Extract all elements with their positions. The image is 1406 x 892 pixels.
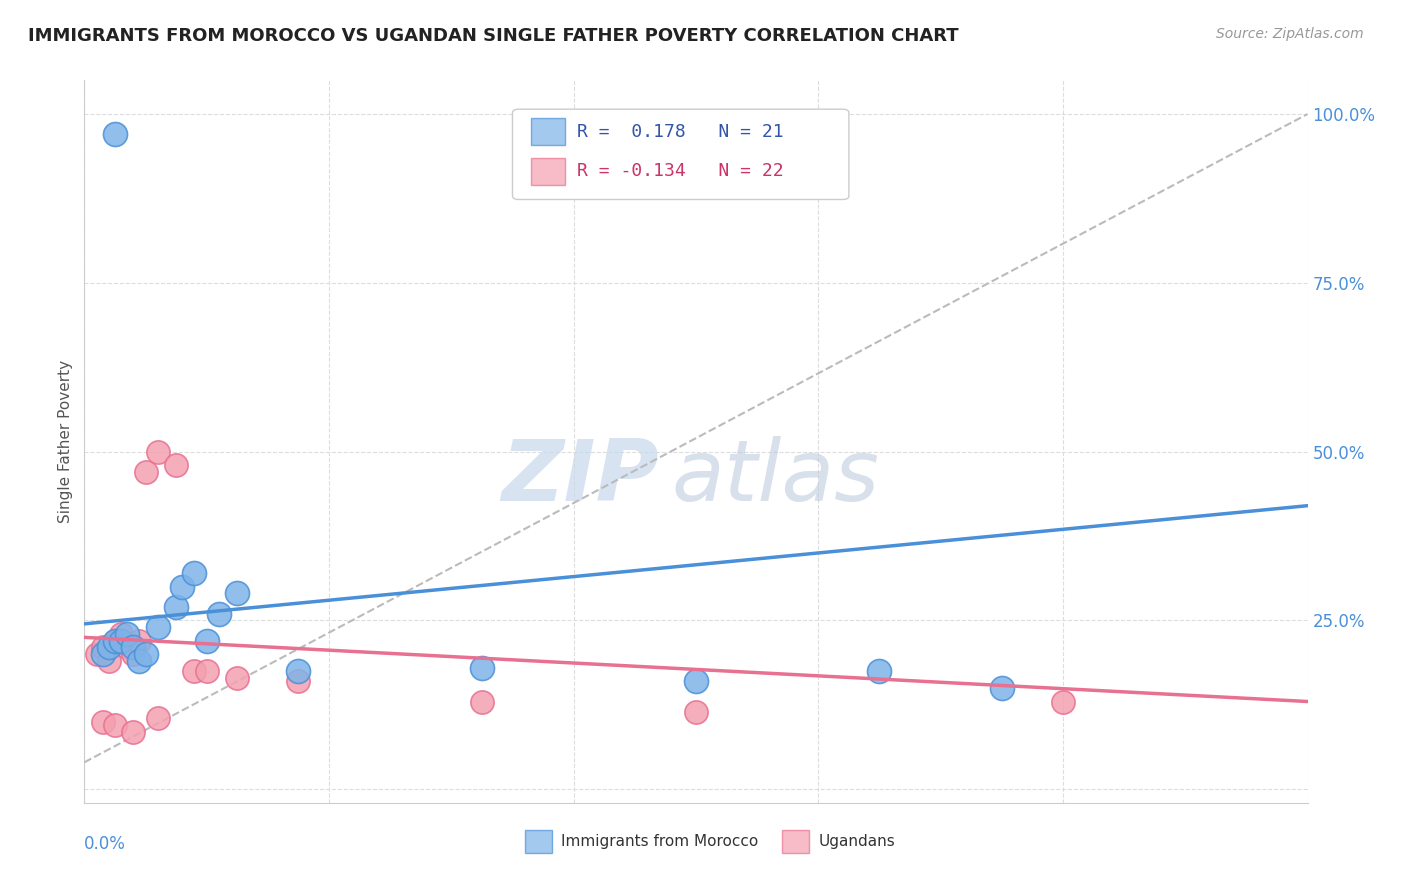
Point — [226, 586, 249, 600]
Text: atlas: atlas — [672, 436, 880, 519]
Text: IMMIGRANTS FROM MOROCCO VS UGANDAN SINGLE FATHER POVERTY CORRELATION CHART: IMMIGRANTS FROM MOROCCO VS UGANDAN SINGL… — [28, 27, 959, 45]
Point — [122, 640, 145, 655]
Point — [110, 633, 132, 648]
Text: R = -0.134   N = 22: R = -0.134 N = 22 — [578, 162, 785, 180]
Bar — [782, 830, 808, 854]
Point — [91, 647, 114, 661]
Point — [104, 128, 127, 142]
Point — [104, 718, 127, 732]
Point — [115, 640, 138, 655]
Point — [97, 640, 120, 655]
Point — [991, 681, 1014, 695]
Point — [135, 647, 157, 661]
Point — [195, 633, 218, 648]
Bar — [531, 118, 565, 145]
Text: 0.0%: 0.0% — [84, 835, 127, 854]
Point — [869, 664, 891, 678]
Point — [110, 627, 132, 641]
Point — [146, 620, 169, 634]
Point — [122, 647, 145, 661]
Point — [685, 674, 707, 689]
Point — [128, 654, 150, 668]
Point — [685, 705, 707, 719]
Point — [183, 566, 205, 581]
Point — [135, 465, 157, 479]
Text: R =  0.178   N = 21: R = 0.178 N = 21 — [578, 122, 785, 141]
Point — [146, 444, 169, 458]
Point — [91, 714, 114, 729]
Bar — [524, 830, 551, 854]
Point — [226, 671, 249, 685]
Point — [208, 607, 231, 621]
Point — [287, 664, 309, 678]
Point — [287, 674, 309, 689]
Text: Immigrants from Morocco: Immigrants from Morocco — [561, 834, 759, 849]
Point — [86, 647, 108, 661]
FancyBboxPatch shape — [513, 109, 849, 200]
Point — [172, 580, 194, 594]
Point — [122, 725, 145, 739]
Point — [165, 458, 187, 472]
Point — [471, 694, 494, 708]
Point — [146, 711, 169, 725]
Point — [183, 664, 205, 678]
Text: Ugandans: Ugandans — [818, 834, 896, 849]
Text: ZIP: ZIP — [502, 436, 659, 519]
Point — [104, 633, 127, 648]
Point — [128, 633, 150, 648]
Point — [97, 654, 120, 668]
Y-axis label: Single Father Poverty: Single Father Poverty — [58, 360, 73, 523]
Point — [104, 633, 127, 648]
Point — [115, 627, 138, 641]
Bar — [531, 158, 565, 185]
Point — [195, 664, 218, 678]
Point — [165, 599, 187, 614]
Point — [471, 661, 494, 675]
Text: Source: ZipAtlas.com: Source: ZipAtlas.com — [1216, 27, 1364, 41]
Point — [91, 640, 114, 655]
Point — [1052, 694, 1074, 708]
